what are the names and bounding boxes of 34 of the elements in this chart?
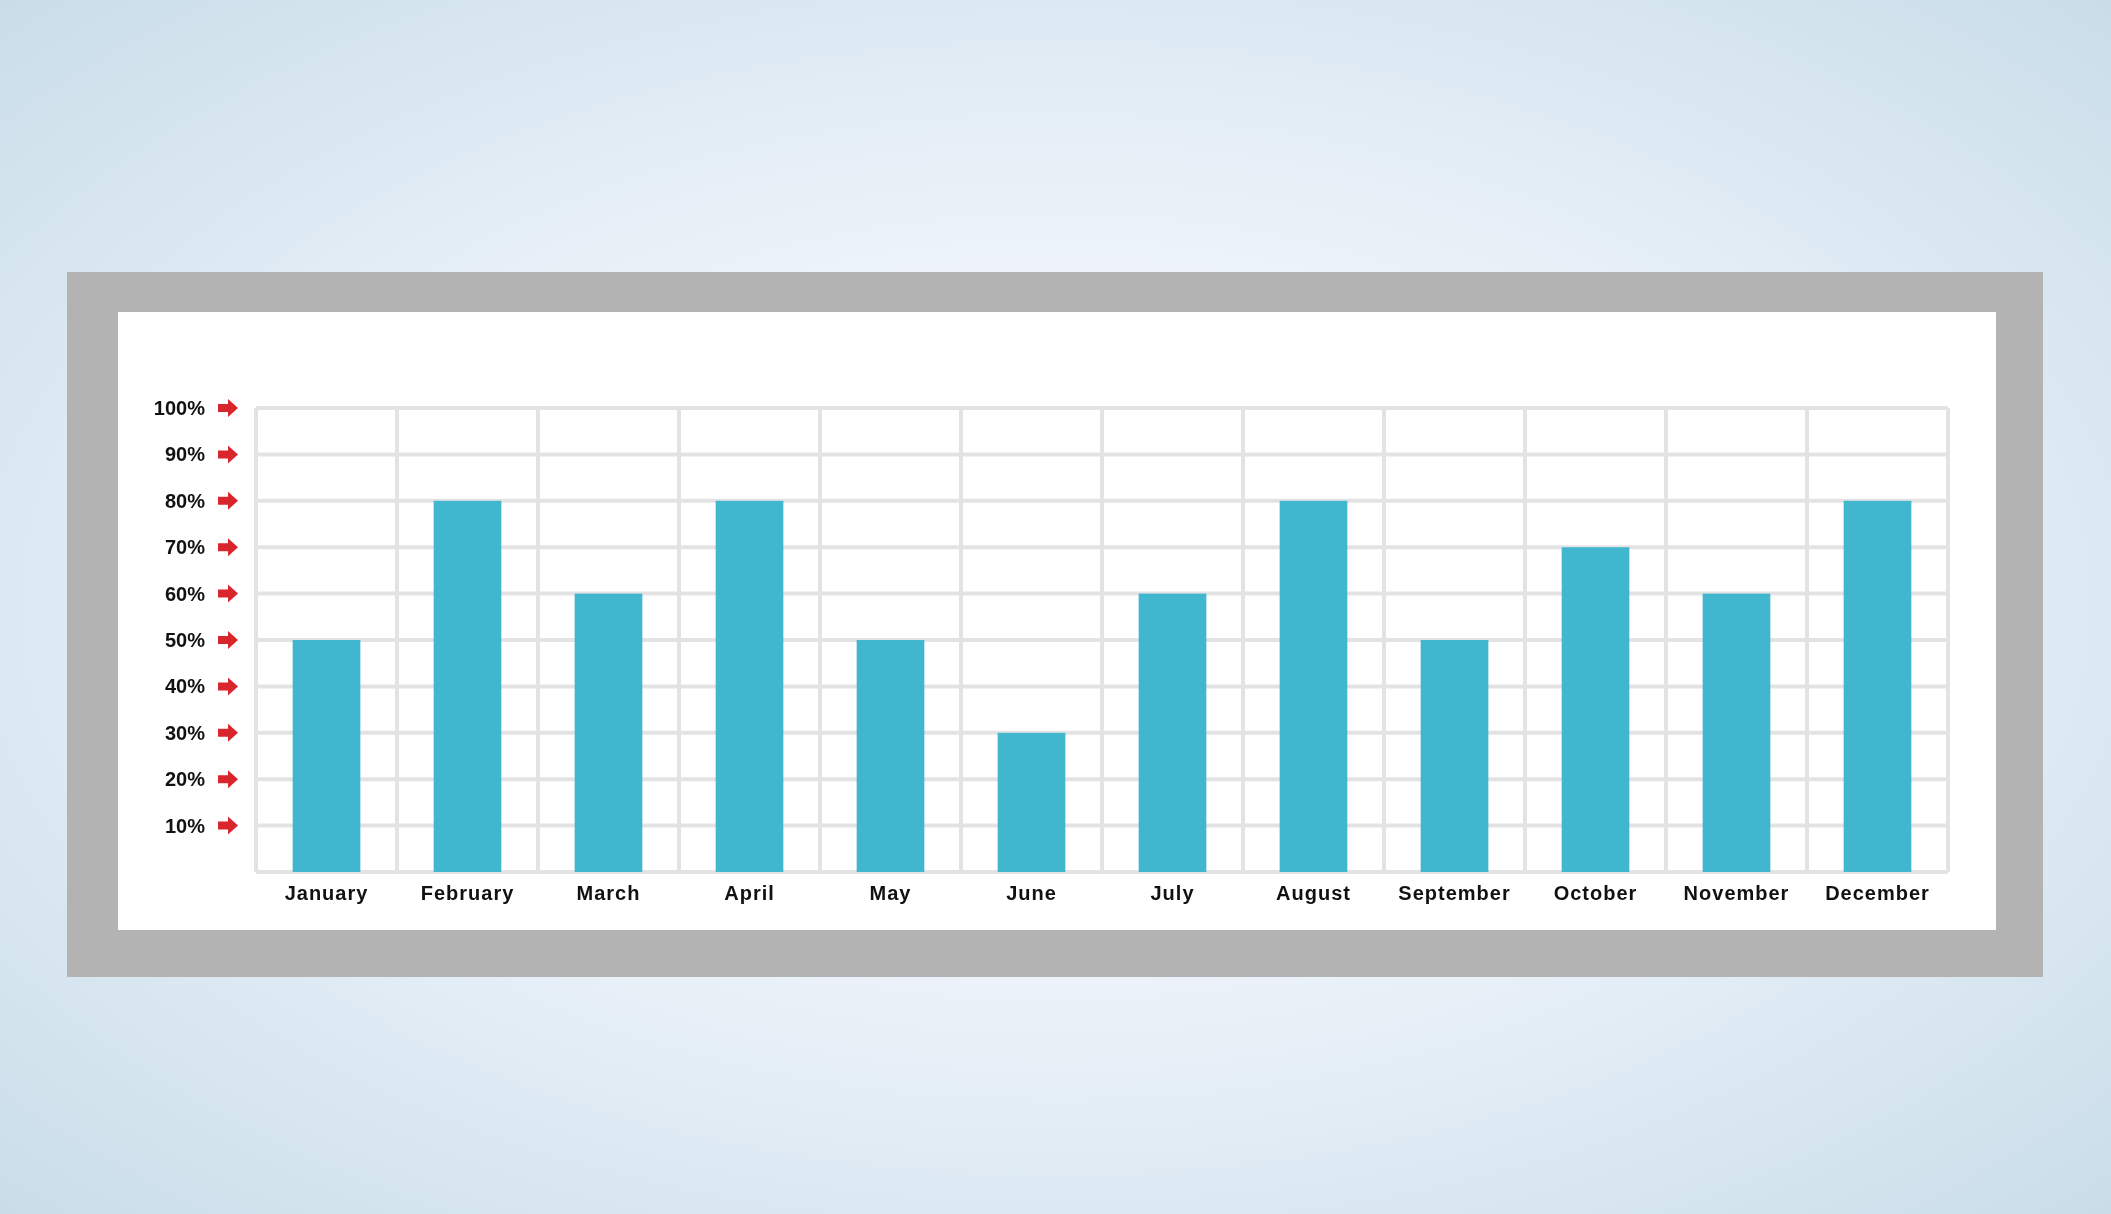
- y-tick-label: 70%: [164, 536, 206, 559]
- bar: [997, 732, 1066, 872]
- x-tick-label: September: [1398, 882, 1511, 905]
- bar: [715, 500, 784, 872]
- x-tick-label: November: [1683, 882, 1790, 905]
- x-tick-label: February: [420, 882, 515, 905]
- y-tick-label: 60%: [164, 582, 206, 605]
- bar: [292, 640, 361, 872]
- y-tick-label: 100%: [153, 396, 206, 419]
- x-tick-label: April: [724, 882, 775, 905]
- y-tick-label: 30%: [164, 721, 206, 744]
- y-tick-label: 90%: [164, 443, 206, 466]
- bar: [433, 500, 502, 872]
- bar: [1138, 593, 1207, 872]
- x-tick-label: January: [284, 882, 369, 905]
- x-tick-label: December: [1825, 882, 1930, 905]
- bar: [1561, 547, 1630, 872]
- x-tick-label: August: [1276, 882, 1351, 905]
- x-tick-label: March: [576, 882, 641, 905]
- x-tick-label: June: [1006, 882, 1057, 905]
- y-tick-label: 40%: [164, 675, 206, 698]
- x-tick-label: May: [869, 882, 912, 905]
- bar: [1702, 593, 1771, 872]
- y-tick-label: 50%: [164, 628, 206, 651]
- x-tick-label: October: [1553, 882, 1638, 905]
- y-tick-label: 80%: [164, 489, 206, 512]
- y-tick-label: 10%: [164, 814, 206, 837]
- bar: [574, 593, 643, 872]
- x-tick-label: July: [1150, 882, 1195, 905]
- bar: [856, 640, 925, 872]
- bar: [1843, 500, 1912, 872]
- y-tick-label: 20%: [164, 768, 206, 791]
- bar: [1420, 640, 1489, 872]
- bar: [1279, 500, 1348, 872]
